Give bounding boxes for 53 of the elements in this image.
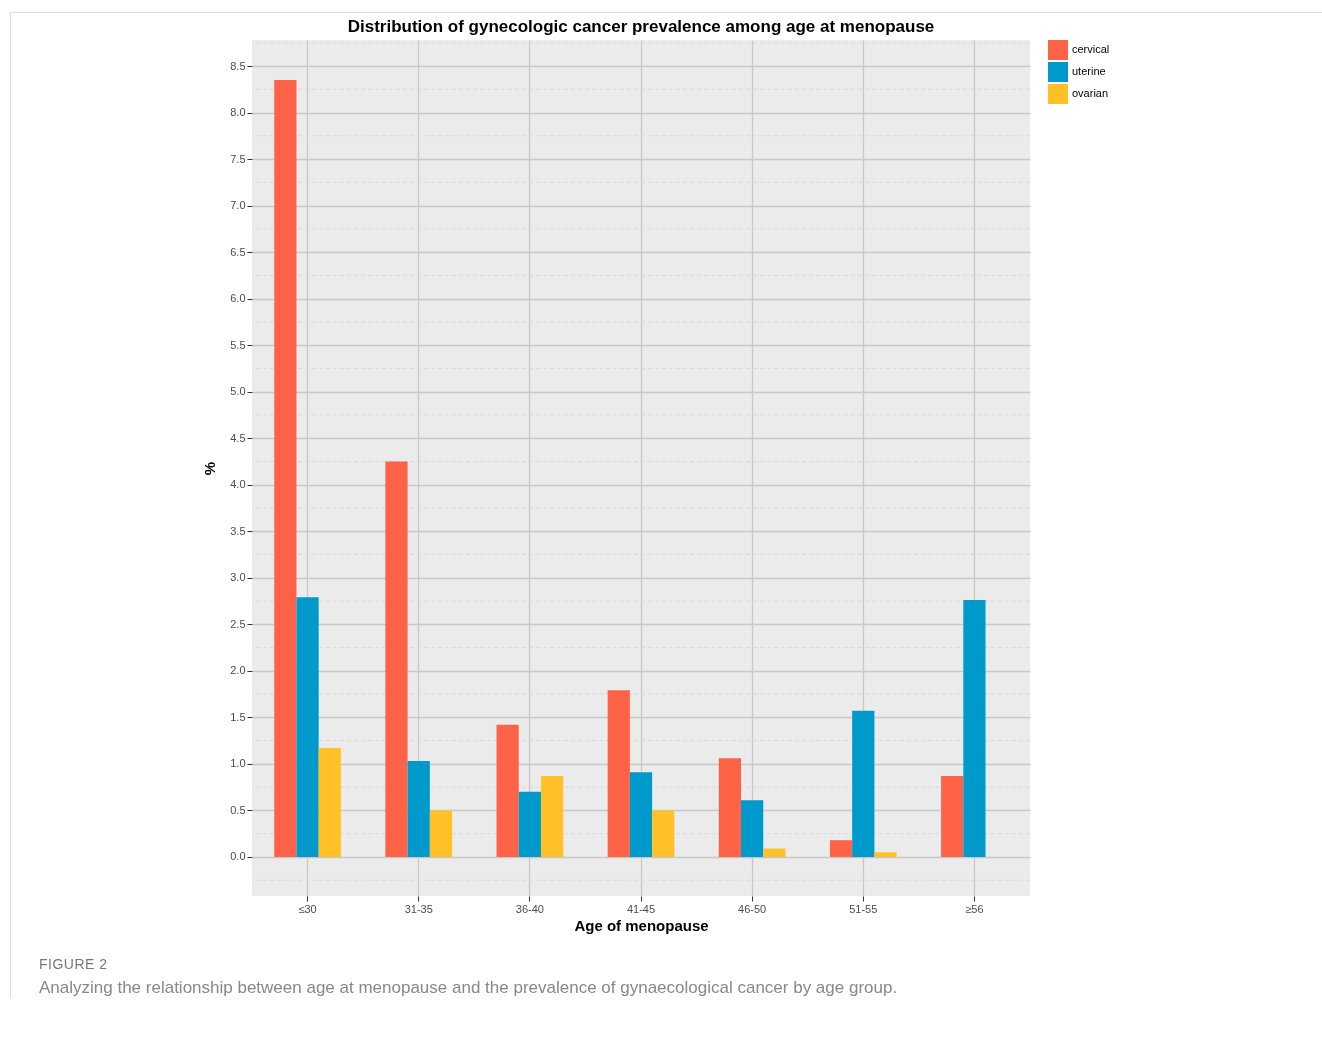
bar (318, 748, 341, 857)
y-tick-label: 8.5 (230, 59, 246, 72)
y-tick-label: 4.5 (230, 431, 246, 444)
caption: FIGURE 2 (39, 956, 109, 972)
legend-label: ovarian (1072, 87, 1109, 99)
bar (518, 791, 541, 857)
y-tick-label: 3.0 (230, 571, 246, 584)
legend-label: cervical (1072, 43, 1110, 55)
bar (874, 852, 897, 857)
bar (763, 848, 786, 857)
y-tick-label: 7.5 (230, 152, 246, 165)
bar (496, 724, 519, 857)
bar (385, 461, 408, 857)
bar (274, 80, 297, 857)
x-tick-label: 31-35 (404, 902, 433, 915)
bar (963, 600, 986, 857)
y-tick-label: 1.5 (230, 710, 246, 723)
bar (652, 810, 675, 857)
y-tick-label: 6.5 (230, 245, 246, 258)
x-tick-label: ≥56 (965, 902, 984, 915)
y-tick-label: 0.0 (230, 850, 246, 863)
bar (296, 597, 319, 857)
bar (852, 710, 875, 857)
bar (718, 758, 742, 857)
y-tick-label: 5.5 (230, 338, 246, 351)
y-axis-title: % (201, 461, 219, 476)
x-tick-label: 46-50 (738, 902, 767, 915)
y-tick-label: 1.0 (230, 757, 246, 770)
y-tick-label: 3.5 (230, 524, 246, 537)
y-tick-label: 2.5 (230, 617, 246, 630)
bar (540, 775, 564, 857)
bar (741, 800, 764, 857)
text: Analyzing the relationship between age at menopause and the prevalence of gynaecological cancer by age group. (39, 978, 899, 998)
x-axis-title: Age of menopause (574, 916, 709, 934)
y-tick-label: 2.0 (230, 664, 246, 677)
y-tick-label: 4.0 (230, 478, 246, 491)
chart-title: Distribution of gynecologic cancer prevalence among age at menopause (347, 17, 935, 36)
x-tick-label: 36-40 (515, 902, 544, 915)
x-tick-label: 41-45 (626, 902, 656, 915)
y-tick-label: 5.0 (230, 385, 246, 398)
x-tick-label: ≤30 (298, 902, 317, 915)
legend-label: uterine (1072, 65, 1106, 77)
y-tick-label: 6.0 (230, 292, 246, 305)
bar (607, 690, 630, 857)
bar (941, 775, 964, 857)
bar (629, 772, 653, 857)
y-tick-label: 8.0 (230, 106, 246, 119)
x-tick-label: 51-55 (849, 902, 878, 915)
bar (407, 761, 430, 857)
y-tick-label: 0.5 (230, 803, 246, 816)
y-tick-label: 7.0 (230, 199, 246, 212)
bar (429, 810, 453, 857)
bar (829, 840, 853, 857)
